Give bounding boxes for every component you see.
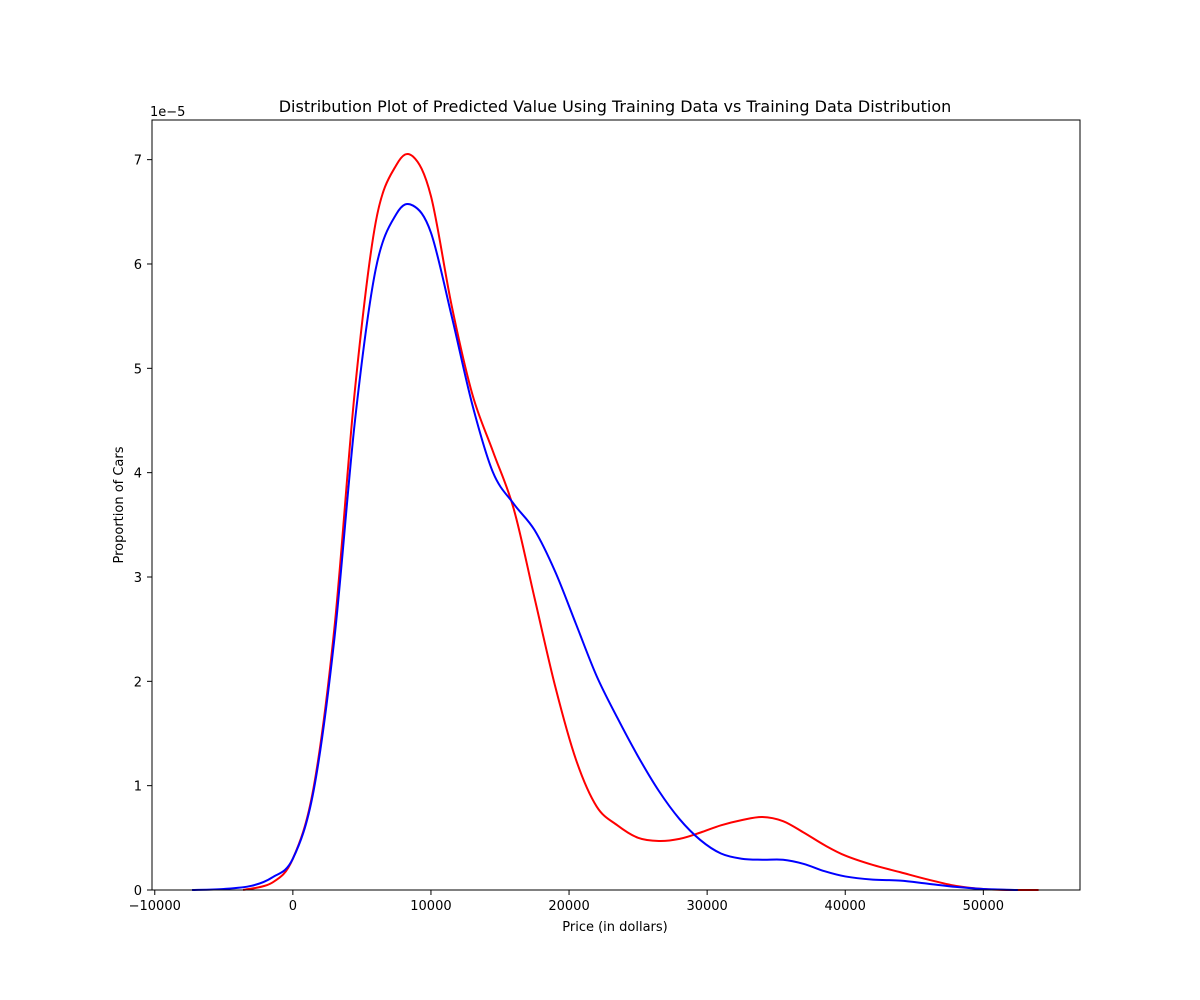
chart-title: Distribution Plot of Predicted Value Usi… xyxy=(279,97,952,116)
x-tick-label: 50000 xyxy=(963,899,1004,914)
y-tick-label: 1 xyxy=(134,780,142,795)
x-tick-label: 40000 xyxy=(825,899,866,914)
x-tick-label: 0 xyxy=(289,899,297,914)
y-tick-label: 6 xyxy=(134,258,142,273)
y-axis: 0 1 2 3 4 5 6 7 xyxy=(134,154,152,899)
y-tick-label: 7 xyxy=(134,154,142,169)
series-group xyxy=(192,152,1039,891)
series-line-1 xyxy=(242,152,1039,891)
plot-frame xyxy=(151,119,1081,891)
y-tick-label: 3 xyxy=(134,571,142,586)
plot-area xyxy=(151,119,1081,891)
y-offset-label: 1e−5 xyxy=(150,105,185,120)
x-tick-label: 30000 xyxy=(686,899,727,914)
y-tick-label: 0 xyxy=(134,884,142,899)
x-tick-label: 10000 xyxy=(410,899,451,914)
x-tick-label: 20000 xyxy=(548,899,589,914)
x-axis: −10000 0 10000 20000 30000 40000 50000 xyxy=(129,890,1004,914)
y-axis-label: Proportion of Cars xyxy=(112,446,127,563)
y-tick-label: 5 xyxy=(134,362,142,377)
x-axis-label: Price (in dollars) xyxy=(562,920,668,935)
series-line-2 xyxy=(192,203,1018,891)
y-tick-label: 2 xyxy=(134,675,142,690)
x-tick-label: −10000 xyxy=(129,899,181,914)
y-tick-label: 4 xyxy=(134,467,142,482)
